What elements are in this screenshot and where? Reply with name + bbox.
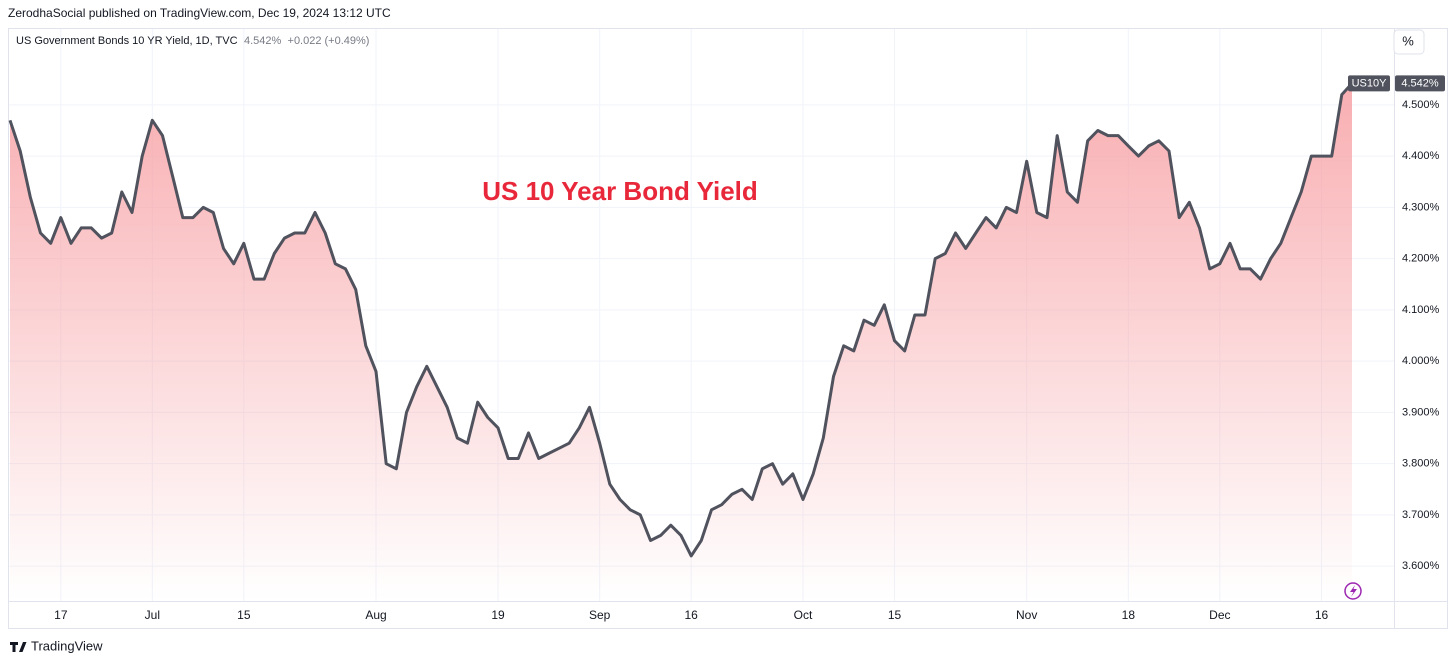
y-tick-label: 4.400% [1402, 150, 1440, 162]
y-tick-label: 4.000% [1402, 355, 1440, 367]
y-tick-label: 4.200% [1402, 253, 1440, 265]
y-tick-label: 4.300% [1402, 201, 1440, 213]
price-badge-label: 4.542% [1401, 77, 1439, 89]
lightning-icon[interactable] [1344, 582, 1362, 600]
area [10, 83, 1352, 600]
x-tick-label: 16 [684, 608, 698, 622]
symbol-info: US Government Bonds 10 YR Yield, 1D, TVC [16, 35, 238, 47]
x-tick-label: 18 [1122, 608, 1136, 622]
x-tick-label: 15 [888, 608, 902, 622]
x-tick-label: 15 [237, 608, 251, 622]
publish-header: ZerodhaSocial published on TradingView.c… [8, 6, 391, 20]
chart-frame [8, 28, 1448, 629]
y-tick-label: 3.800% [1402, 458, 1440, 470]
x-tick-label: 19 [491, 608, 505, 622]
x-tick-label: 16 [1315, 608, 1329, 622]
price-badge [1395, 75, 1445, 92]
scale-button-label[interactable]: % [1402, 33, 1414, 48]
x-tick-label: Dec [1209, 608, 1230, 622]
scale-button[interactable] [1393, 29, 1425, 55]
x-tick-label: Oct [794, 608, 813, 622]
tv-logo [10, 642, 27, 652]
y-tick-label: 3.600% [1402, 560, 1440, 572]
x-tick-label: Sep [589, 608, 611, 622]
line [8, 82, 1354, 558]
footer-brand: TradingView [31, 638, 103, 653]
x-tick-label: Aug [365, 608, 386, 622]
x-tick-label: 17 [54, 608, 68, 622]
legend-change: +0.022 (+0.49%) [288, 35, 370, 47]
x-tick-label: Nov [1016, 608, 1037, 622]
y-tick-label: 4.100% [1402, 304, 1440, 316]
plot [8, 29, 1394, 601]
annotation: US 10 Year Bond Yield [482, 176, 758, 206]
x-tick-label: Jul [145, 608, 160, 622]
lightning-bolt [1350, 585, 1357, 597]
symbol-badge-label: US10Y [1352, 77, 1388, 89]
y-tick-label: 3.900% [1402, 406, 1440, 418]
y-tick-label: 4.500% [1402, 99, 1440, 111]
legend-price: 4.542% [244, 35, 282, 47]
symbol-badge [1348, 75, 1390, 92]
y-tick-label: 3.700% [1402, 509, 1440, 521]
